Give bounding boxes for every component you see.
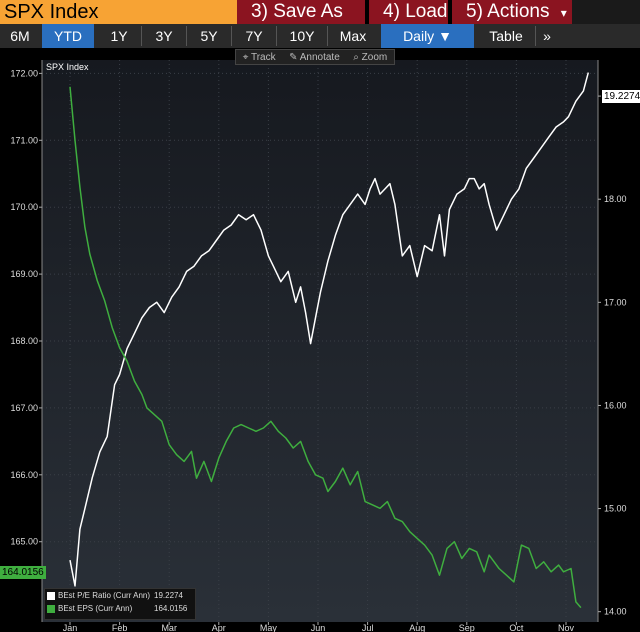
legend-item-eps[interactable]: BEst EPS (Curr Ann) 164.0156 xyxy=(45,602,195,615)
chart-title: SPX Index xyxy=(46,62,89,72)
grid-lines xyxy=(42,60,598,622)
actions-label: Actions xyxy=(487,1,550,22)
left-tick-label: 169.00 xyxy=(10,269,38,279)
legend-label-eps: BEst EPS (Curr Ann) xyxy=(58,604,133,613)
nav-divider xyxy=(327,26,328,46)
actions-button[interactable]: 5) Actions ▾ xyxy=(452,0,572,24)
chart-tools: ⌖ Track ✎ Annotate ⌕ Zoom xyxy=(235,49,395,65)
table-button[interactable]: Table xyxy=(489,28,523,44)
left-tick-label: 170.00 xyxy=(10,202,38,212)
crosshair-icon: ⌖ xyxy=(242,51,251,63)
legend-value-pe: 19.2274 xyxy=(154,591,183,600)
x-tick-label: Aug xyxy=(409,623,425,632)
range-6m-button[interactable]: 6M xyxy=(10,28,30,44)
annotate-tool[interactable]: ✎ Annotate xyxy=(289,52,340,63)
frequency-caret-icon: ▼ xyxy=(438,28,452,44)
annotate-label: Annotate xyxy=(299,51,340,63)
more-button[interactable]: » xyxy=(543,28,551,44)
range-max-button[interactable]: Max xyxy=(339,28,367,44)
range-10y-button[interactable]: 10Y xyxy=(289,28,315,44)
x-tick-label: Jan xyxy=(63,623,78,632)
legend-label-pe: BEst P/E Ratio (Curr Ann) xyxy=(58,591,151,600)
nav-divider xyxy=(141,26,142,46)
zoom-label: Zoom xyxy=(361,51,388,63)
track-tool[interactable]: ⌖ Track xyxy=(243,52,276,63)
pe-last-value-tag: 19.2274 xyxy=(602,90,640,103)
eps-last-value-tag: 164.0156 xyxy=(0,566,46,579)
range-7y-button[interactable]: 7Y xyxy=(245,28,263,44)
right-tick-label: 17.00 xyxy=(604,297,627,307)
chart-svg: 165.00 166.00 167.00 168.00 169.00 170.00 171.… xyxy=(10,60,627,632)
nav-divider xyxy=(276,26,277,46)
range-1y-button[interactable]: 1Y xyxy=(110,28,128,44)
actions-caret-icon: ▾ xyxy=(560,6,567,20)
frequency-label: Daily xyxy=(403,28,435,44)
x-tick-label: Nov xyxy=(558,623,575,632)
right-tick-label: 14.00 xyxy=(604,607,627,617)
load-label: Load xyxy=(405,1,448,22)
legend-item-pe[interactable]: BEst P/E Ratio (Curr Ann) 19.2274 xyxy=(45,589,195,602)
range-ytd-button[interactable]: YTD xyxy=(42,24,94,48)
header-bar: SPX Index 3) Save As 4) Load 5) Actions … xyxy=(0,0,640,24)
range-5y-button[interactable]: 5Y xyxy=(200,28,218,44)
menu-divider xyxy=(448,0,452,24)
eps-line xyxy=(69,86,582,609)
x-tick-label: Apr xyxy=(212,623,226,632)
legend-value-eps: 164.0156 xyxy=(154,604,188,613)
left-tick-label: 172.00 xyxy=(10,68,38,78)
pencil-icon: ✎ xyxy=(289,51,300,63)
range-toolbar: 6M YTD 1Y 3Y 5Y 7Y 10Y Max Daily ▼ Table… xyxy=(0,24,640,48)
save-as-button[interactable]: 3) Save As xyxy=(237,0,365,24)
magnifier-icon: ⌕ xyxy=(353,51,362,63)
x-tick-label: Jul xyxy=(362,623,374,632)
left-tick-label: 168.00 xyxy=(10,336,38,346)
x-tick-label: May xyxy=(260,623,278,632)
legend: BEst P/E Ratio (Curr Ann) 19.2274 BEst E… xyxy=(44,588,196,620)
menu-divider xyxy=(365,0,369,24)
right-tick-label: 16.00 xyxy=(604,400,627,410)
x-tick-label: Jun xyxy=(311,623,326,632)
track-label: Track xyxy=(250,51,276,63)
nav-divider xyxy=(231,26,232,46)
series-group xyxy=(69,72,590,609)
security-title[interactable]: SPX Index xyxy=(0,0,237,24)
right-tick-label: 18.00 xyxy=(604,194,627,204)
left-tick-label: 167.00 xyxy=(10,403,38,413)
load-number: 4) xyxy=(383,1,400,22)
right-tick-label: 15.00 xyxy=(604,504,627,514)
left-tick-label: 166.00 xyxy=(10,470,38,480)
zoom-tool[interactable]: ⌕ Zoom xyxy=(353,52,387,63)
pe-ratio-line xyxy=(69,72,590,587)
range-3y-button[interactable]: 3Y xyxy=(155,28,173,44)
x-tick-label: Feb xyxy=(112,623,128,632)
left-tick-label: 165.00 xyxy=(10,537,38,547)
save-as-number: 3) xyxy=(251,1,268,22)
frequency-dropdown[interactable]: Daily ▼ xyxy=(381,24,474,48)
save-as-label: Save As xyxy=(273,1,343,22)
x-tick-label: Mar xyxy=(161,623,177,632)
axes: 165.00 166.00 167.00 168.00 169.00 170.00 171.… xyxy=(10,60,627,632)
nav-divider xyxy=(535,26,536,46)
left-tick-label: 171.00 xyxy=(10,135,38,145)
nav-divider xyxy=(186,26,187,46)
actions-number: 5) xyxy=(466,1,483,22)
load-button[interactable]: 4) Load xyxy=(369,0,448,24)
legend-swatch-pe xyxy=(47,591,55,600)
x-tick-label: Sep xyxy=(459,623,475,632)
x-tick-label: Oct xyxy=(509,623,524,632)
legend-swatch-eps xyxy=(47,604,55,613)
